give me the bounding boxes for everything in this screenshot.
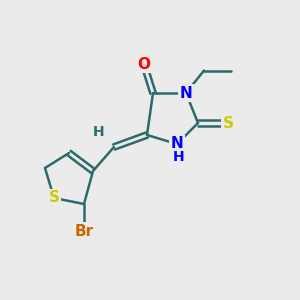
Text: N: N bbox=[180, 85, 192, 100]
Text: Br: Br bbox=[74, 224, 94, 238]
Text: H: H bbox=[93, 125, 105, 139]
Text: O: O bbox=[137, 57, 151, 72]
Text: N: N bbox=[171, 136, 183, 152]
Text: H: H bbox=[173, 150, 184, 164]
Text: S: S bbox=[49, 190, 59, 206]
Text: S: S bbox=[223, 116, 233, 130]
